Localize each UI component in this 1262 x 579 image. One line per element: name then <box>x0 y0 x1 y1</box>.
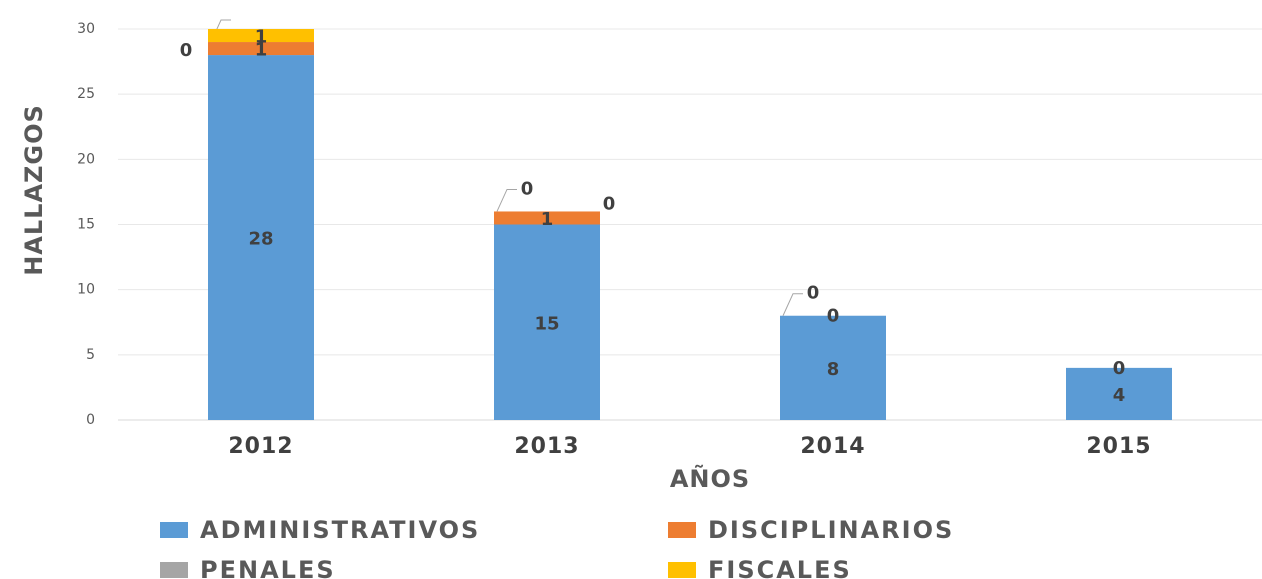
data-label: 0 <box>807 283 820 304</box>
legend-label: DISCIPLINARIOS <box>708 516 954 544</box>
y-tick-label: 0 <box>86 412 95 428</box>
data-label: 8 <box>827 359 840 380</box>
data-label: 1 <box>541 209 554 230</box>
bar-segment <box>208 55 314 421</box>
legend-label: PENALES <box>200 556 336 579</box>
data-label: 0 <box>521 178 534 199</box>
x-tick-label: 2013 <box>514 434 579 459</box>
bar-segment <box>494 211 600 225</box>
data-label: 1 <box>255 40 268 61</box>
bar-segment <box>780 315 886 420</box>
data-label: 4 <box>1113 385 1126 406</box>
y-tick-label: 30 <box>77 21 95 37</box>
x-tick-label: 2012 <box>228 434 293 459</box>
y-tick-label: 10 <box>77 282 95 298</box>
legend-label: ADMINISTRATIVOS <box>200 516 480 544</box>
x-tick-label: 2015 <box>1086 434 1151 459</box>
x-axis-title: AÑOS <box>670 464 750 493</box>
bar-segment <box>494 224 600 420</box>
data-label: 28 <box>248 229 273 250</box>
legend-swatch <box>160 562 188 578</box>
y-tick-label: 5 <box>86 347 95 363</box>
data-label: 1 <box>255 27 268 48</box>
legend-swatch <box>668 522 696 538</box>
data-label: 0 <box>603 193 616 214</box>
y-tick-label: 15 <box>77 217 95 233</box>
y-tick-label: 25 <box>77 86 95 102</box>
bar-segment <box>208 42 314 56</box>
data-label: 15 <box>534 313 559 334</box>
legend-swatch <box>160 522 188 538</box>
leader-line <box>782 293 803 316</box>
x-tick-label: 2014 <box>800 434 865 459</box>
bar-segment <box>1066 367 1172 420</box>
data-label: 0 <box>180 40 193 61</box>
data-label: 0 <box>1113 358 1126 379</box>
legend-swatch <box>668 562 696 578</box>
legend-label: FISCALES <box>708 556 852 579</box>
y-axis-title: HALLAZGOS <box>20 104 48 276</box>
y-tick-label: 20 <box>77 151 95 167</box>
data-label: 0 <box>827 306 840 327</box>
bar-segment <box>208 29 314 43</box>
leader-line <box>496 188 517 212</box>
